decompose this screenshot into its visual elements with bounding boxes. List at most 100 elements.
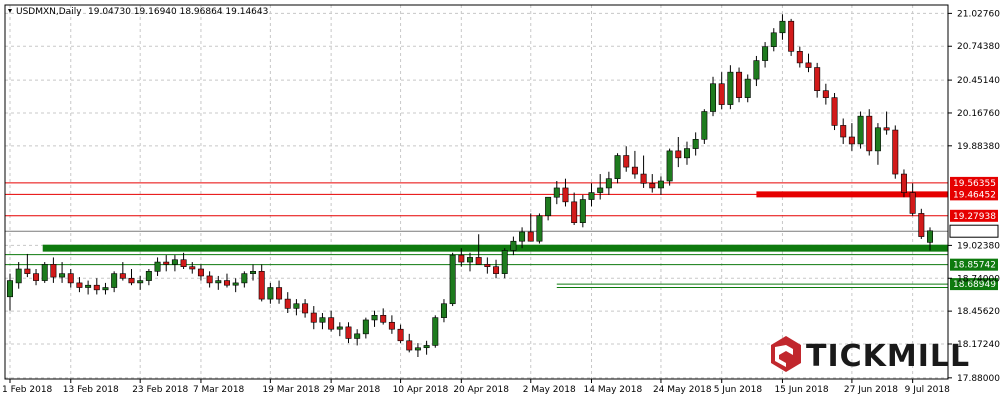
bull-candle xyxy=(727,65,734,110)
candle-body xyxy=(710,83,717,112)
candle-body xyxy=(59,273,66,278)
bull-candle xyxy=(874,123,881,165)
bear-candle xyxy=(128,269,135,286)
candle-body xyxy=(145,271,152,281)
bull-candle xyxy=(41,262,48,283)
x-tick-label: 2 May 2018 xyxy=(523,385,576,395)
x-tick-label: 15 Jun 2018 xyxy=(774,385,828,395)
bear-candle xyxy=(736,67,743,103)
bear-candle xyxy=(284,292,291,313)
bear-candle xyxy=(718,72,725,110)
bear-candle xyxy=(675,137,682,168)
candle-body xyxy=(119,273,126,279)
candle-body xyxy=(440,303,447,318)
bear-candle xyxy=(33,269,40,286)
candle-body xyxy=(675,150,682,159)
bear-candle xyxy=(223,273,230,288)
bull-candle xyxy=(267,282,274,304)
bear-candle xyxy=(310,306,317,330)
candle-body xyxy=(241,273,248,284)
bull-candle xyxy=(770,28,777,52)
candle-body xyxy=(423,345,430,349)
bear-candle xyxy=(406,333,413,353)
bear-candle xyxy=(883,111,890,135)
bear-candle xyxy=(302,299,309,318)
bull-candle xyxy=(553,181,560,205)
x-tick-label: 5 Jun 2018 xyxy=(714,385,763,395)
bull-candle xyxy=(102,282,109,295)
candle-body xyxy=(736,71,743,98)
bull-candle xyxy=(15,262,22,289)
x-tick-label: 14 May 2018 xyxy=(584,385,643,395)
bull-candle xyxy=(354,329,361,346)
candle-body xyxy=(50,264,57,278)
plot-frame xyxy=(4,4,949,380)
candle-body xyxy=(657,180,664,189)
candle-body xyxy=(683,148,690,159)
bull-candle xyxy=(171,255,178,272)
price-level-tag xyxy=(950,209,998,222)
candle-body xyxy=(649,183,656,189)
bull-candle xyxy=(683,141,690,165)
bear-candle xyxy=(93,278,100,295)
bull-candle xyxy=(371,310,378,327)
bull-candle xyxy=(362,317,369,339)
candle-body xyxy=(614,155,621,179)
bull-candle xyxy=(467,252,473,272)
bull-candle xyxy=(744,74,751,103)
x-tick-label: 19 Mar 2018 xyxy=(262,385,319,395)
candle-body xyxy=(640,173,647,184)
candle-body xyxy=(805,62,812,68)
candle-body xyxy=(197,268,204,277)
x-tick-label: 20 Apr 2018 xyxy=(453,385,509,395)
bull-candle xyxy=(414,343,421,357)
price-level-tag xyxy=(950,258,998,271)
candle-body xyxy=(336,326,343,330)
bull-candle xyxy=(597,174,604,200)
y-tick-label: 19.02380 xyxy=(957,241,1000,251)
bull-candle xyxy=(137,275,144,290)
price-level-tag xyxy=(950,278,998,291)
candle-body xyxy=(762,46,769,61)
bear-candle xyxy=(527,213,534,242)
bear-candle xyxy=(631,150,638,179)
candle-body xyxy=(597,187,604,193)
candle-body xyxy=(371,315,378,321)
candle-body xyxy=(180,259,187,267)
bull-candle xyxy=(579,194,586,228)
bear-candle xyxy=(328,310,335,332)
candle-body xyxy=(284,298,291,309)
candle-body xyxy=(666,150,673,182)
collapse-triangle-icon[interactable] xyxy=(8,9,12,13)
x-tick-label: 7 Mar 2018 xyxy=(193,385,245,395)
bear-candle xyxy=(918,208,925,239)
bear-candle xyxy=(345,322,352,344)
bear-candle xyxy=(258,264,265,302)
candle-body xyxy=(831,97,838,126)
candle-body xyxy=(562,187,569,203)
candle-body xyxy=(753,60,760,80)
y-tick-label: 19.88380 xyxy=(957,142,1000,152)
bull-candle xyxy=(319,313,326,330)
candle-body xyxy=(171,259,178,265)
bull-candle xyxy=(145,269,152,286)
candle-body xyxy=(267,287,274,300)
candle-body xyxy=(796,51,803,64)
candle-body xyxy=(189,266,196,270)
bear-candle xyxy=(76,277,83,293)
candle-body xyxy=(328,317,335,330)
bull-candle xyxy=(510,236,517,256)
candle-body xyxy=(215,280,222,284)
price-level-label: 18.85742 xyxy=(953,261,996,271)
bear-candle xyxy=(623,146,630,172)
candle-body xyxy=(501,250,508,274)
y-tick-label: 20.16760 xyxy=(957,109,1000,119)
symbol-label: USDMXN,Daily xyxy=(16,7,82,17)
candle-body xyxy=(258,271,265,300)
bear-candle xyxy=(388,315,395,334)
x-axis: 1 Feb 2018 13 Feb 2018 23 Feb 2018 7 Mar 20… xyxy=(2,379,950,395)
price-level-label: 19.56355 xyxy=(953,179,996,189)
bear-candle xyxy=(840,118,847,144)
candle-body xyxy=(388,321,395,330)
